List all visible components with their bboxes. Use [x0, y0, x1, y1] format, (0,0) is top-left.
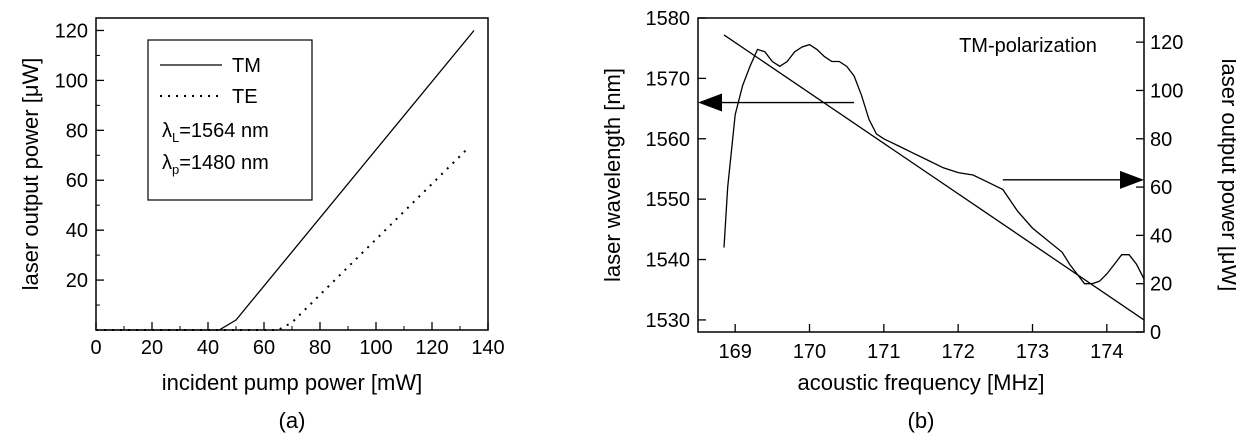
y-tick-label: 80	[66, 120, 88, 142]
legend-note-pump-wavelength: λp=1480 nm	[162, 152, 269, 177]
y-tick-label: 1560	[646, 129, 691, 151]
y-tick-label: 1540	[646, 250, 691, 272]
x-tick-label: 120	[415, 337, 448, 359]
y-tick-label: 1530	[646, 310, 691, 332]
series-laser-output-power-line	[723, 43, 1145, 285]
plot-frame-b	[697, 17, 1145, 333]
x-tick-label: 174	[1090, 341, 1123, 363]
legend-label-tm: TM	[232, 55, 261, 77]
x-tick-label: 140	[471, 337, 504, 359]
panel-a: 0 20 40 60 80 100 120 140 20 40 60 80 100 120 TM TE λ…	[18, 17, 505, 433]
y2-axis-label-b: laser output power [μW]	[1217, 59, 1236, 292]
x-tick-label: 80	[309, 337, 331, 359]
y-tick-label: 120	[55, 20, 88, 42]
right-arrow-head	[1120, 170, 1144, 189]
y2-tick-label: 20	[1150, 274, 1172, 296]
legend-a: TM TE λL=1564 nm λp=1480 nm	[147, 39, 313, 201]
series-tm-line	[96, 30, 475, 331]
y-tick-label: 40	[66, 220, 88, 242]
x-tick-label: 0	[90, 337, 101, 359]
panel-b: 169 170 171 172 173 174 1530 1540 1550 1560 1570 15…	[600, 8, 1236, 433]
y2-tick-label: 40	[1150, 225, 1172, 247]
x-tick-label: 60	[253, 337, 275, 359]
ticks-b: 169 170 171 172 173 174 1530 1540 1550 1560 1570 15…	[646, 8, 1184, 363]
y2-tick-label: 120	[1150, 32, 1183, 54]
legend-label-te: TE	[232, 86, 258, 108]
panel-label-a: (a)	[279, 408, 306, 433]
lambda-subscript: L	[172, 130, 179, 145]
y2-tick-label: 100	[1150, 80, 1183, 102]
left-arrow-head	[698, 93, 722, 112]
lambda-value: =1480 nm	[179, 152, 269, 174]
series-laser-wavelength-line	[723, 34, 1145, 321]
y-axis-label-a: laser output power [μW]	[18, 58, 43, 291]
y2-tick-label: 80	[1150, 129, 1172, 151]
arrows-b	[698, 93, 1144, 189]
x-tick-label: 20	[141, 337, 163, 359]
y-tick-label: 1580	[646, 8, 691, 30]
y-axis-label-b: laser wavelength [nm]	[600, 68, 625, 282]
lambda-subscript: p	[172, 162, 179, 177]
y2-tick-label: 0	[1150, 322, 1161, 344]
y2-tick-label: 60	[1150, 177, 1172, 199]
series-b	[723, 34, 1145, 321]
x-tick-label: 170	[793, 341, 826, 363]
panel-label-b: (b)	[908, 408, 935, 433]
x-tick-label: 173	[1016, 341, 1049, 363]
title-b: TM-polarization	[959, 35, 1097, 57]
legend-note-laser-wavelength: λL=1564 nm	[162, 120, 269, 145]
y-tick-label: 60	[66, 170, 88, 192]
x-tick-label: 171	[867, 341, 900, 363]
lambda-symbol: λ	[162, 152, 172, 174]
y-tick-label: 1550	[646, 189, 691, 211]
y-tick-label: 20	[66, 270, 88, 292]
y-tick-label: 1570	[646, 68, 691, 90]
legend-box	[147, 39, 313, 201]
series-a	[96, 30, 475, 331]
lambda-symbol: λ	[162, 120, 172, 142]
y-tick-label: 100	[55, 70, 88, 92]
ticks-a: 0 20 40 60 80 100 120 140 20 40 60 80 100 120	[55, 20, 505, 359]
x-axis-label-a: incident pump power [mW]	[162, 370, 422, 395]
x-axis-label-b: acoustic frequency [MHz]	[798, 370, 1045, 395]
lambda-value: =1564 nm	[179, 120, 269, 142]
x-tick-label: 172	[941, 341, 974, 363]
x-tick-label: 169	[718, 341, 751, 363]
x-tick-label: 40	[197, 337, 219, 359]
x-tick-label: 100	[359, 337, 392, 359]
